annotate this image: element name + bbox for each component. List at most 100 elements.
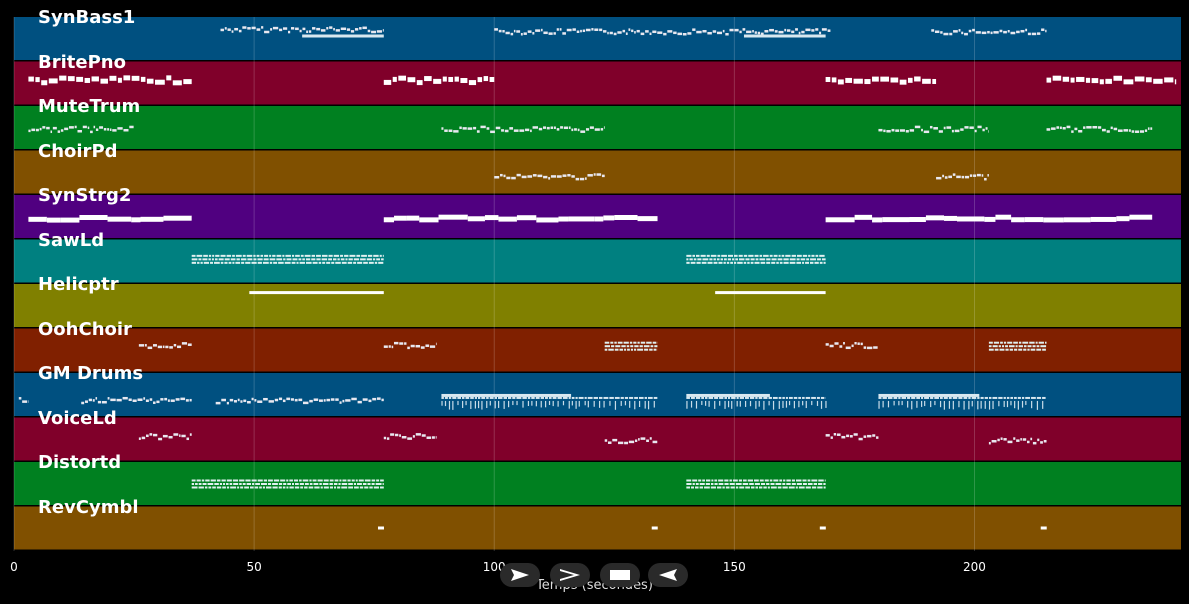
note (82, 125, 87, 129)
note (180, 397, 186, 401)
note (1029, 341, 1035, 344)
note (48, 78, 58, 84)
note (593, 400, 595, 407)
note (1021, 400, 1024, 408)
track-lane (14, 462, 1181, 505)
note (340, 254, 344, 257)
note (682, 32, 687, 36)
note-segment (825, 433, 879, 441)
note (895, 129, 900, 132)
note (146, 78, 154, 84)
note (242, 483, 246, 485)
note (435, 342, 437, 346)
note (988, 341, 993, 344)
x-tick-label: 50 (246, 560, 262, 574)
note (355, 479, 358, 482)
note (232, 479, 239, 482)
note (798, 486, 805, 489)
note (816, 400, 819, 406)
note (122, 396, 128, 400)
note (460, 78, 468, 84)
note (282, 254, 285, 257)
note (454, 76, 459, 82)
note (598, 400, 601, 408)
note (292, 258, 298, 261)
note (347, 261, 353, 264)
note (1013, 437, 1016, 440)
note (1023, 348, 1027, 351)
note (753, 479, 759, 482)
note (1040, 441, 1043, 444)
note (604, 341, 610, 344)
note (750, 261, 754, 264)
play-button[interactable] (500, 563, 540, 587)
note (480, 125, 486, 129)
note (191, 483, 195, 485)
note (532, 126, 539, 129)
note (395, 433, 399, 437)
note-segment (651, 526, 658, 530)
rewind-button[interactable] (648, 563, 688, 587)
note (576, 30, 580, 33)
note (961, 175, 965, 179)
note (942, 174, 945, 178)
note (634, 345, 639, 348)
note (776, 261, 779, 264)
note (800, 258, 806, 261)
fast-forward-button[interactable] (550, 563, 590, 587)
note (742, 28, 746, 31)
note (878, 393, 980, 397)
note (634, 396, 638, 399)
note (714, 396, 719, 399)
note (749, 396, 755, 399)
stop-button[interactable] (600, 563, 640, 587)
note (623, 341, 629, 344)
note (362, 398, 368, 401)
note (823, 261, 826, 264)
note (386, 437, 390, 440)
note (750, 258, 755, 261)
track-name: SawLd (38, 229, 105, 251)
note (435, 436, 437, 439)
note (371, 483, 375, 485)
note (552, 396, 557, 399)
note (727, 396, 731, 399)
note (999, 29, 1003, 33)
note (97, 400, 102, 404)
note-segment (215, 397, 384, 405)
note (160, 398, 164, 401)
note (93, 125, 96, 129)
note (819, 31, 822, 35)
note (308, 486, 314, 489)
note (594, 28, 599, 31)
track-name: VoiceLd (38, 407, 117, 429)
note (381, 258, 384, 261)
note (512, 396, 516, 399)
note (291, 483, 295, 485)
note (577, 128, 580, 132)
note (552, 400, 554, 407)
note (613, 32, 617, 36)
note (170, 399, 175, 402)
note (308, 30, 312, 33)
note (329, 486, 334, 489)
note (282, 486, 286, 489)
note (755, 400, 757, 409)
note (117, 127, 123, 130)
note (636, 29, 640, 33)
note (95, 128, 99, 131)
note (743, 254, 748, 257)
note (914, 76, 921, 82)
note (46, 126, 50, 130)
note (562, 174, 567, 177)
note (782, 400, 784, 408)
note (197, 261, 200, 264)
note (1031, 32, 1037, 36)
note (198, 258, 202, 261)
note (263, 479, 268, 482)
note (1010, 400, 1012, 406)
note (637, 348, 644, 351)
note (898, 396, 901, 399)
note (644, 396, 647, 399)
note (1007, 341, 1013, 344)
